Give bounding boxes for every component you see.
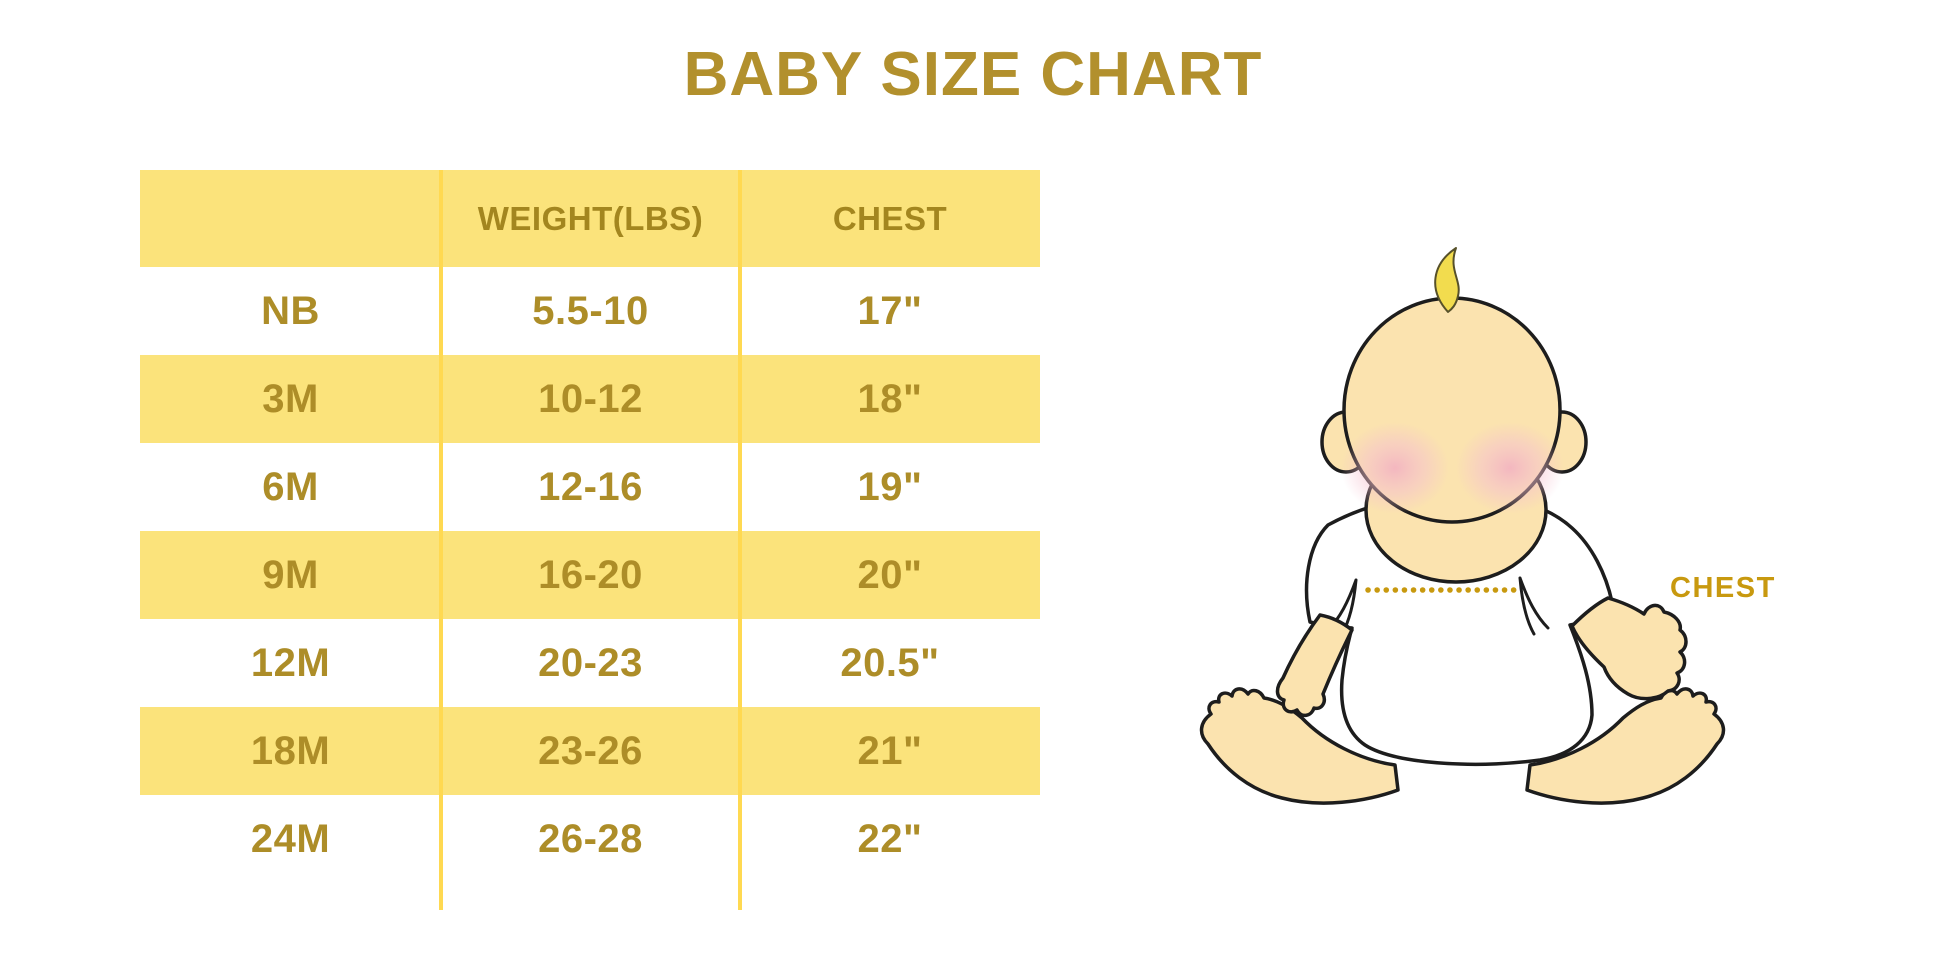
chest-column-header: CHEST	[832, 199, 948, 237]
left-blush	[1341, 422, 1449, 514]
page-title: BABY SIZE CHART	[683, 40, 1263, 109]
table-row: 9M 16-20 20"	[140, 531, 1040, 619]
table-row: NB 5.5-10 17"	[140, 267, 1040, 355]
baby-illustration	[1170, 230, 1820, 850]
chest-cell: 19"	[857, 464, 923, 509]
size-cell: 18M	[250, 728, 331, 773]
table-row: 12M 20-23 20.5"	[140, 619, 1040, 707]
right-blush	[1456, 422, 1564, 514]
table-row: 18M 23-26 21"	[140, 707, 1040, 795]
weight-cell: 12-16	[538, 464, 643, 509]
table-header-row: WEIGHT(LBS) CHEST	[140, 170, 1040, 267]
weight-cell: 26-28	[538, 816, 643, 861]
size-cell: 12M	[250, 640, 331, 685]
size-cell: 3M	[262, 376, 319, 421]
weight-cell: 16-20	[538, 552, 643, 597]
right-sleeve-slit	[1518, 576, 1550, 636]
size-cell: 6M	[262, 464, 319, 509]
chest-label: CHEST	[1670, 572, 1776, 604]
size-cell: 24M	[250, 816, 331, 861]
weight-cell: 5.5-10	[532, 288, 649, 333]
chest-cell: 17"	[857, 288, 923, 333]
column-divider-line	[738, 170, 742, 910]
chest-cell: 22"	[857, 816, 923, 861]
chest-cell: 18"	[857, 376, 923, 421]
weight-column-header: WEIGHT(LBS)	[477, 199, 704, 237]
size-cell: 9M	[262, 552, 319, 597]
weight-cell: 20-23	[538, 640, 643, 685]
table-row: 6M 12-16 19"	[140, 443, 1040, 531]
baby-drawing	[1199, 247, 1726, 805]
size-cell: NB	[261, 288, 320, 333]
chest-cell: 20.5"	[840, 640, 940, 685]
weight-cell: 23-26	[538, 728, 643, 773]
baby-left-arm	[1275, 613, 1354, 718]
chest-cell: 20"	[857, 552, 923, 597]
chest-cell: 21"	[857, 728, 923, 773]
column-divider-line	[439, 170, 443, 910]
table-row: 3M 10-12 18"	[140, 355, 1040, 443]
size-table: WEIGHT(LBS) CHEST NB 5.5-10 17" 3M 10-12 18" 6…	[140, 170, 1040, 883]
size-table-rows: NB 5.5-10 17" 3M 10-12 18" 6M 12-16 19" 9M 16-20 20…	[140, 267, 1040, 883]
weight-cell: 10-12	[538, 376, 643, 421]
table-row: 24M 26-28 22"	[140, 795, 1040, 883]
baby-right-arm-fist	[1570, 596, 1688, 701]
baby-right-leg	[1525, 687, 1726, 805]
hair-tuft	[1434, 247, 1460, 313]
